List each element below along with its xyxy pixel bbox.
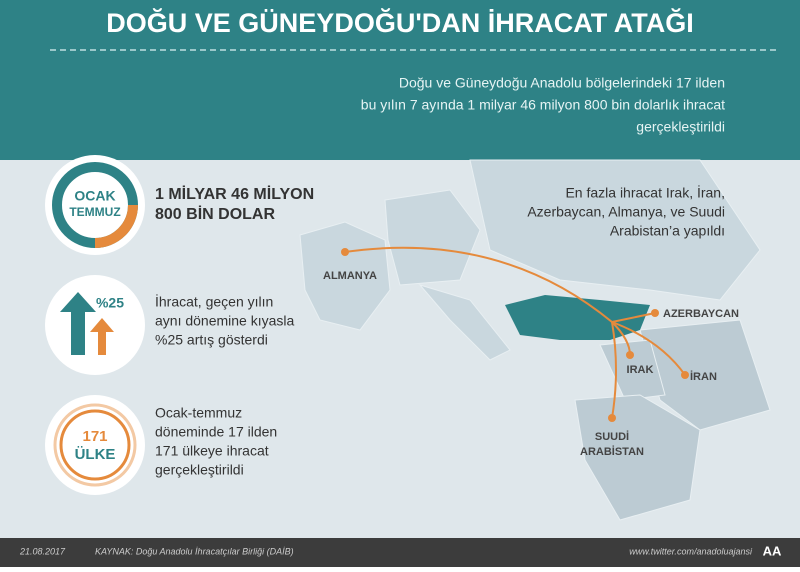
ring: [53, 403, 137, 487]
arrow-icon: [60, 292, 96, 355]
stat-text: aynı dönemine kıyasla: [155, 313, 295, 329]
stat-2: %25 İhracat, geçen yılın aynı dönemine k…: [45, 275, 295, 375]
source: KAYNAK: Doğu Anadolu İhracatçılar Birliğ…: [95, 546, 294, 556]
dot: [608, 414, 616, 422]
stat-text: İhracat, geçen yılın: [155, 293, 273, 310]
icon-text: 171: [82, 428, 107, 445]
country: [574, 394, 701, 521]
dot: [681, 371, 689, 379]
stat-text: döneminde 17 ilden: [155, 424, 277, 440]
country-label: İRAN: [690, 370, 717, 383]
stat-text: gerçekleştirildi: [155, 462, 244, 478]
country: [469, 159, 761, 301]
date: 21.08.2017: [19, 546, 66, 556]
icon-text: OCAK: [74, 188, 115, 204]
dot: [626, 351, 634, 359]
arrow: [344, 246, 613, 323]
dots: [341, 248, 689, 422]
stat-text: %25 artış gösterdi: [155, 332, 268, 348]
arrow-icon: [90, 318, 114, 355]
dot: [341, 248, 349, 256]
icon-circle: [45, 275, 145, 375]
stat-1: OCAK TEMMUZ 1 MİLYAR 46 MİLYON 800 BİN D…: [45, 155, 314, 255]
ring: [59, 409, 131, 481]
stat-text: 800 BİN DOLAR: [155, 205, 275, 223]
footer: [0, 538, 800, 567]
stat-text: 1 MİLYAR 46 MİLYON: [155, 185, 314, 203]
arrow: [611, 321, 686, 376]
arrow: [611, 321, 617, 419]
country: [384, 189, 481, 286]
intro-line: gerçekleştirildi: [636, 119, 725, 135]
country-label: AZERBAYCAN: [663, 308, 739, 320]
map-note: En fazla ihracat Irak, İran,: [565, 184, 725, 201]
stat-text: Ocak-temmuz: [155, 405, 242, 421]
country-label: ARABİSTAN: [580, 445, 644, 458]
title: DOĞU VE GÜNEYDOĞU'DAN İHRACAT ATAĞI: [106, 7, 693, 38]
country-label: ALMANYA: [323, 270, 377, 282]
header-band: [0, 0, 800, 160]
country-label: SUUDİ: [595, 430, 629, 443]
icon-text: ÜLKE: [75, 446, 116, 463]
country: [418, 284, 511, 361]
stat-text: 171 ülkeye ihracat: [155, 443, 269, 459]
ring-part: [94, 204, 138, 248]
icon-text: %25: [96, 295, 124, 311]
logo: AA: [763, 543, 782, 558]
icon-text: TEMMUZ: [69, 205, 120, 219]
map-note: Azerbaycan, Almanya, ve Suudi: [527, 204, 725, 220]
site: www.twitter.com/anadoluajansi: [629, 546, 753, 556]
country-label: IRAK: [627, 364, 654, 376]
map: [299, 159, 771, 521]
intro-line: bu yılın 7 ayında 1 milyar 46 milyon 800…: [361, 97, 725, 113]
arrow: [611, 312, 656, 323]
stat-3: 171 ÜLKE Ocak-temmuz döneminde 17 ilden …: [45, 395, 277, 495]
map-note: Arabistan’a yapıldı: [610, 223, 725, 239]
intro-line: Doğu ve Güneydoğu Anadolu bölgelerindeki…: [399, 75, 725, 91]
dot: [651, 309, 659, 317]
